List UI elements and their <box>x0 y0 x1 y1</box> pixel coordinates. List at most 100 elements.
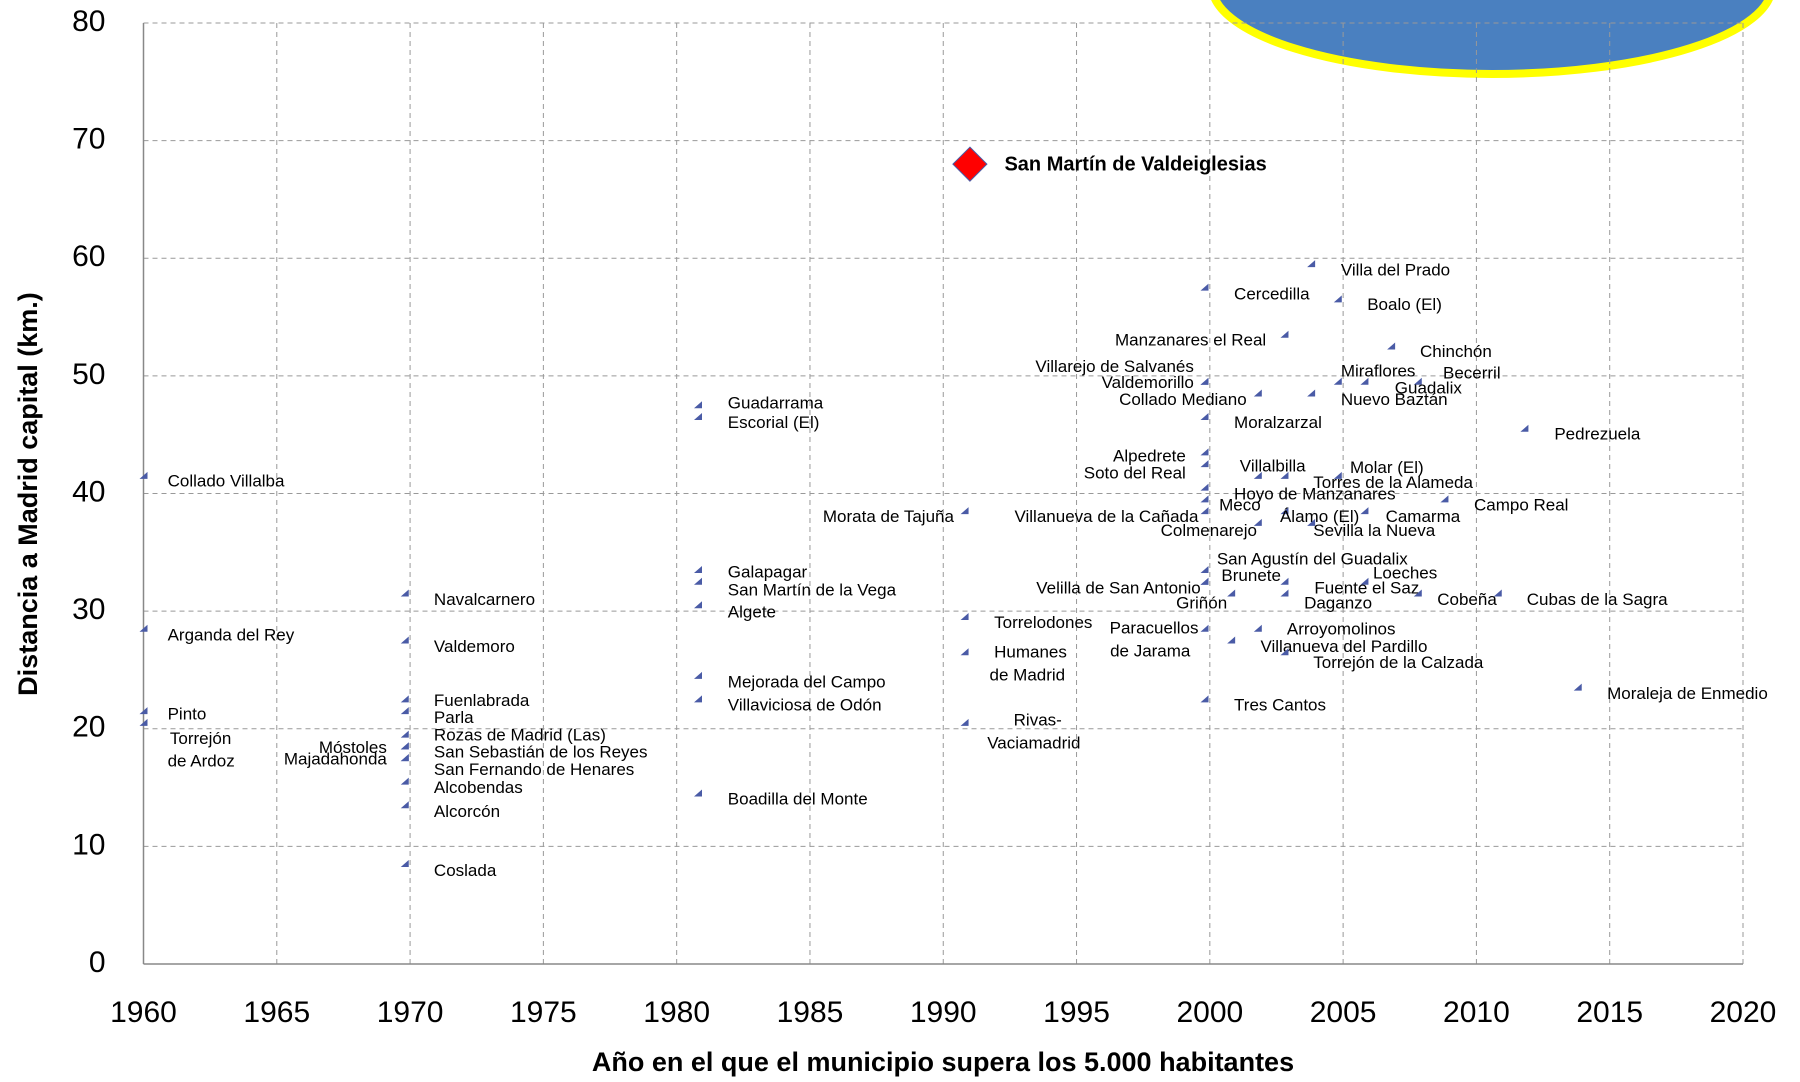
y-tick-label: 0 <box>89 946 106 979</box>
point-label: San Agustín del Guadalix <box>1217 550 1408 569</box>
point-marker <box>960 648 969 656</box>
point-marker <box>1280 589 1289 597</box>
x-tick-label: 2015 <box>1576 996 1643 1029</box>
point-marker <box>400 742 409 750</box>
point-label: Camarma <box>1386 507 1461 526</box>
y-tick-label: 60 <box>72 240 105 273</box>
point-marker <box>1200 413 1209 421</box>
point-label: Moralzarzal <box>1234 413 1322 432</box>
point-label: Morata de Tajuña <box>823 507 955 526</box>
y-tick-label: 50 <box>72 358 105 391</box>
point-marker <box>960 718 969 726</box>
point-marker <box>139 471 148 479</box>
point-label: Valdemoro <box>434 637 515 656</box>
point-marker <box>1307 389 1316 397</box>
x-tick-label: 1970 <box>377 996 444 1029</box>
point-marker <box>1520 424 1529 432</box>
point-label: Villalbilla <box>1240 457 1306 476</box>
point-marker <box>693 601 702 609</box>
point-label: Arganda del Rey <box>168 625 295 644</box>
point-marker <box>400 730 409 738</box>
point-marker <box>1227 589 1236 597</box>
x-tick-label: 1965 <box>243 996 310 1029</box>
point-marker <box>1200 565 1209 573</box>
point-label: Soto del Real <box>1084 464 1186 483</box>
point-marker <box>1200 283 1209 291</box>
x-tick-label: 2010 <box>1443 996 1510 1029</box>
point-label: Boalo (El) <box>1367 295 1442 314</box>
point-marker <box>1360 377 1369 385</box>
y-axis-title: Distancia a Madrid capital (km.) <box>13 292 43 696</box>
point-marker <box>1200 377 1209 385</box>
point-marker <box>1333 295 1342 303</box>
point-marker <box>960 507 969 515</box>
point-label: Collado Villalba <box>168 472 285 491</box>
point-label: Alcorcón <box>434 802 500 821</box>
point-label: Cubas de la Sagra <box>1527 590 1668 609</box>
y-tick-label: 70 <box>72 123 105 156</box>
point-marker <box>1307 260 1316 268</box>
point-label: Villa del Prado <box>1341 260 1450 279</box>
point-label: Valdemorillo <box>1102 373 1194 392</box>
x-tick-label: 2000 <box>1176 996 1243 1029</box>
point-label: Arroyomolinos <box>1287 620 1396 639</box>
point-label: Griñón <box>1176 593 1227 612</box>
point-marker <box>1200 577 1209 585</box>
point-label: San Fernando de Henares <box>434 760 634 779</box>
point-label: Humanes <box>994 643 1067 662</box>
point-marker <box>1280 648 1289 656</box>
point-marker <box>139 707 148 715</box>
point-label: Torrejón de la Calzada <box>1313 653 1484 672</box>
point-marker <box>1307 518 1316 526</box>
point-marker <box>693 577 702 585</box>
point-label: Molar (El) <box>1350 458 1424 477</box>
plot-area: 1960 1965 1970 1975 1980 1985 1990 1995 2000 2005… <box>72 5 1776 1029</box>
point-label: Villanueva del Pardillo <box>1260 637 1427 656</box>
point-label: Villaviciosa de Odón <box>728 695 882 714</box>
point-marker <box>139 624 148 632</box>
x-tick-label: 2020 <box>1710 996 1777 1029</box>
point-marker <box>1360 577 1369 585</box>
x-tick-label: 1960 <box>110 996 177 1029</box>
point-label: Majadahonda <box>284 749 388 768</box>
x-tick-label: 2005 <box>1310 996 1377 1029</box>
point-label: Boadilla del Monte <box>728 790 868 809</box>
point-label: Guadalix <box>1395 379 1463 398</box>
point-label: Miraflores <box>1341 361 1416 380</box>
point-marker <box>1200 624 1209 632</box>
point-label: Algete <box>728 602 776 621</box>
point-label: Paracuellos <box>1110 619 1199 638</box>
point-label: Pinto <box>168 705 207 724</box>
point-marker <box>1200 460 1209 468</box>
point-label: San Martín de la Vega <box>728 581 897 600</box>
point-label: Parla <box>434 708 474 727</box>
point-label: Collado Mediano <box>1119 390 1247 409</box>
point-label: Tres Cantos <box>1234 695 1326 714</box>
point-label: de Madrid <box>990 666 1066 685</box>
point-label: Nuevo Baztán <box>1341 390 1448 409</box>
point-label: Álamo (El) <box>1280 507 1359 526</box>
point-label: Alcobendas <box>434 778 523 797</box>
point-marker <box>1573 683 1582 691</box>
point-label: Escorial (El) <box>728 413 820 432</box>
point-marker <box>952 146 988 182</box>
point-label: Chinchón <box>1420 342 1492 361</box>
point-marker <box>1440 495 1449 503</box>
point-marker <box>1200 695 1209 703</box>
point-marker <box>1280 471 1289 479</box>
point-marker <box>400 636 409 644</box>
point-label: Fuenlabrada <box>434 691 530 710</box>
point-label: Torrelodones <box>994 613 1092 632</box>
point-marker <box>400 707 409 715</box>
point-label: Campo Real <box>1474 496 1569 515</box>
point-marker <box>400 860 409 868</box>
point-marker <box>1413 589 1422 597</box>
point-label: Guadarrama <box>728 394 824 413</box>
point-label: Rozas de Madrid (Las) <box>434 725 606 744</box>
point-label: San Martín de Valdeiglesias <box>1004 154 1266 176</box>
y-tick-label: 20 <box>72 711 105 744</box>
point-label: Colmenarejo <box>1161 521 1257 540</box>
point-label: Cercedilla <box>1234 285 1310 304</box>
point-label: Torres de la Alameda <box>1313 473 1473 492</box>
